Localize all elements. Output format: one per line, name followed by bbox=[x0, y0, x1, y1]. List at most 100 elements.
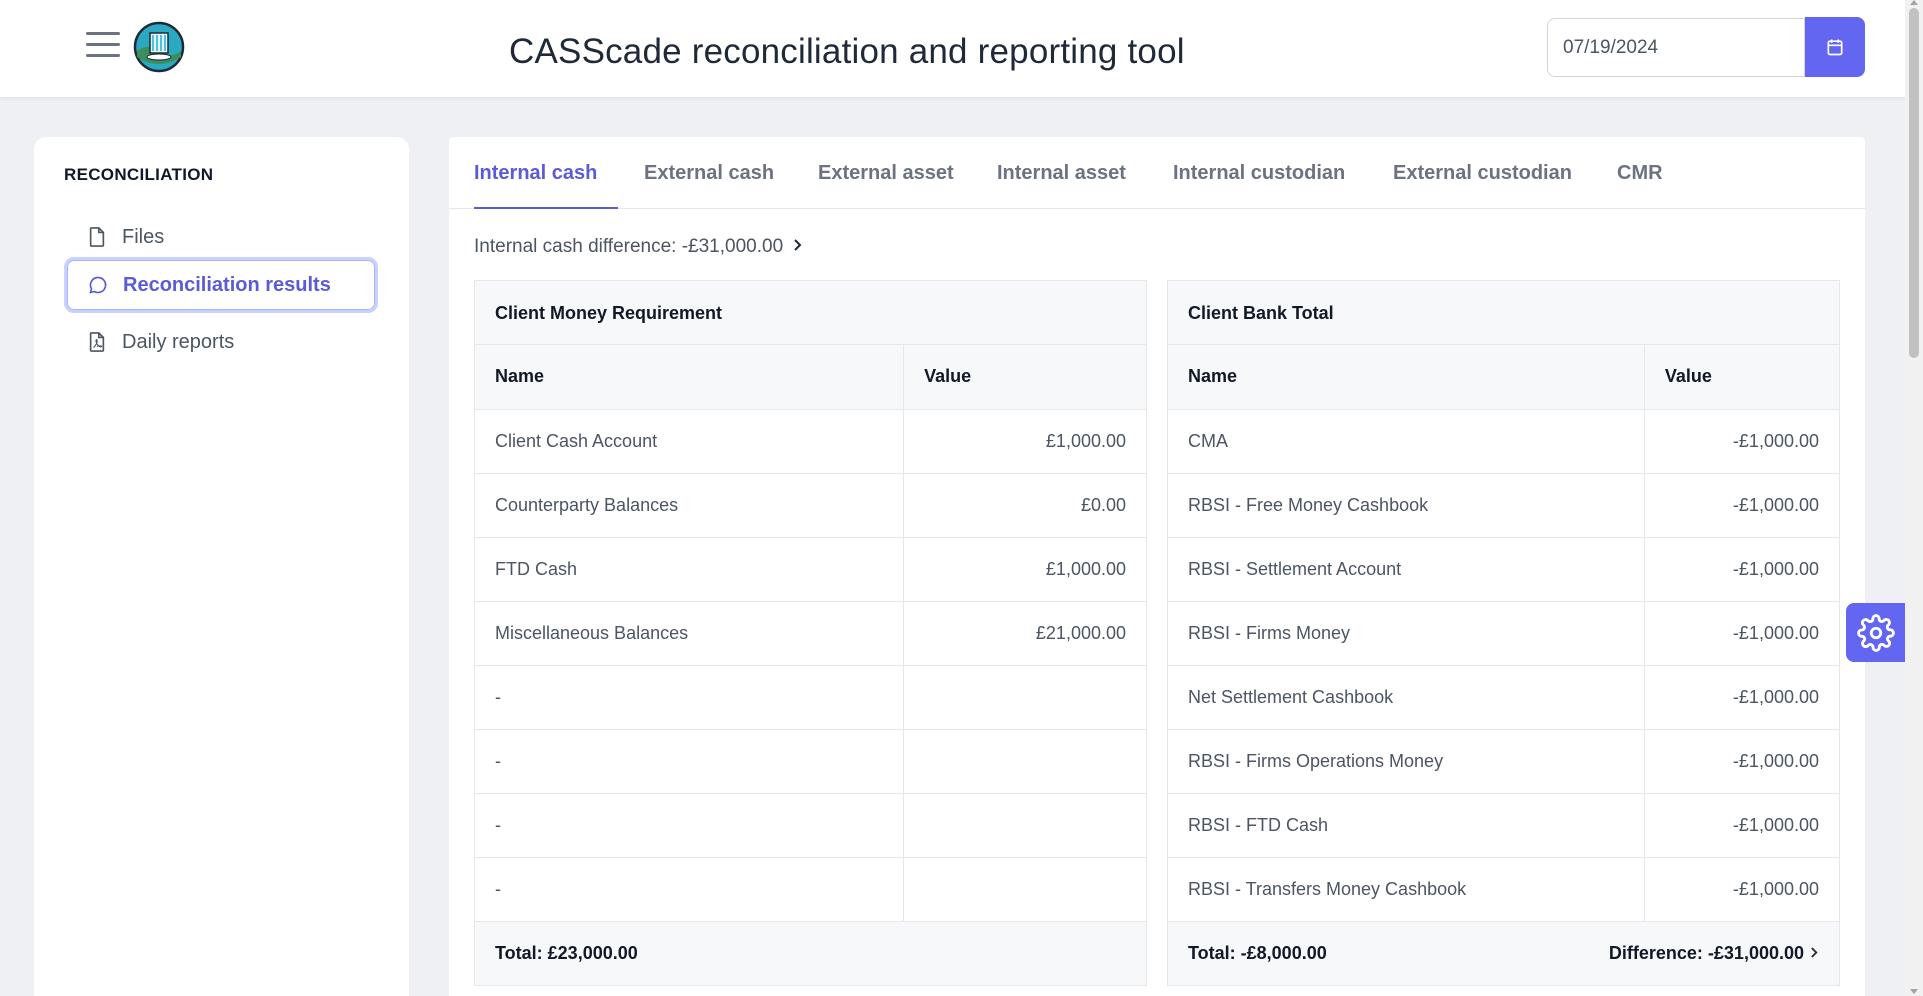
sidebar: RECONCILIATION Files Reconciliation resu… bbox=[34, 137, 409, 996]
table-row: Counterparty Balances £0.00 bbox=[475, 473, 1146, 538]
date-input[interactable] bbox=[1547, 18, 1805, 77]
difference-value: Difference: -£31,000.00 bbox=[1608, 942, 1804, 963]
row-value-cell bbox=[903, 857, 1146, 922]
table-row: CMA -£1,000.00 bbox=[1168, 409, 1839, 474]
gear-icon bbox=[1856, 613, 1895, 652]
row-value-cell: -£1,000.00 bbox=[1643, 473, 1839, 538]
row-name-cell: RBSI - Transfers Money Cashbook bbox=[1168, 857, 1645, 922]
sidebar-item-daily-reports[interactable]: Daily reports bbox=[66, 315, 378, 369]
column-header-name: Name bbox=[475, 345, 904, 410]
chat-icon bbox=[87, 274, 109, 296]
total-value: Total: -£8,000.00 bbox=[1188, 942, 1327, 963]
table-row: FTD Cash £1,000.00 bbox=[475, 537, 1146, 602]
sidebar-item-label: Reconciliation results bbox=[123, 273, 331, 296]
settings-button[interactable] bbox=[1846, 603, 1905, 662]
main-panel: Internal cash External cash External ass… bbox=[449, 137, 1865, 996]
row-value-cell: £21,000.00 bbox=[903, 601, 1146, 666]
total-value: Total: £23,000.00 bbox=[495, 942, 638, 963]
top-header: CASScade reconciliation and reporting to… bbox=[0, 0, 1905, 97]
sidebar-item-label: Daily reports bbox=[122, 330, 235, 353]
table-row: - bbox=[475, 665, 1146, 730]
app-logo[interactable] bbox=[133, 21, 185, 73]
row-value-cell: -£1,000.00 bbox=[1643, 537, 1839, 602]
sidebar-item-label: Files bbox=[122, 225, 165, 248]
row-value-cell bbox=[903, 665, 1146, 730]
chevron-right-icon bbox=[793, 236, 803, 258]
column-header-value: Value bbox=[1643, 345, 1839, 410]
tab-bar: Internal cash External cash External ass… bbox=[449, 137, 1865, 209]
table-title: Client Bank Total bbox=[1168, 281, 1839, 345]
column-header-value: Value bbox=[903, 345, 1146, 410]
table-header-row: Name Value bbox=[1168, 345, 1839, 410]
row-name-cell: Miscellaneous Balances bbox=[475, 601, 904, 666]
chevron-right-icon bbox=[1810, 943, 1819, 964]
table-row: RBSI - Firms Money -£1,000.00 bbox=[1168, 601, 1839, 666]
page-scrollbar[interactable] bbox=[1905, 0, 1923, 996]
tab-external-asset[interactable]: External asset bbox=[818, 162, 954, 184]
sidebar-item-files[interactable]: Files bbox=[66, 210, 378, 264]
row-value-cell: -£1,000.00 bbox=[1643, 857, 1839, 922]
table-row: - bbox=[475, 793, 1146, 858]
table-row: RBSI - Settlement Account -£1,000.00 bbox=[1168, 537, 1839, 602]
client-money-requirement-table: Client Money Requirement Name Value Clie… bbox=[474, 280, 1147, 986]
table-row: Client Cash Account £1,000.00 bbox=[475, 409, 1146, 474]
sidebar-section-title: RECONCILIATION bbox=[64, 165, 214, 184]
pdf-icon bbox=[86, 331, 108, 353]
table-total-row: Total: -£8,000.00 Difference: -£31,000.00 bbox=[1168, 921, 1839, 985]
scrollbar-thumb[interactable] bbox=[1909, 8, 1919, 358]
row-name-cell: Net Settlement Cashbook bbox=[1168, 665, 1645, 730]
column-header-name: Name bbox=[1168, 345, 1645, 410]
difference-summary-link[interactable]: Internal cash difference: -£31,000.00 bbox=[474, 236, 803, 258]
tab-cmr[interactable]: CMR bbox=[1617, 162, 1663, 184]
row-name-cell: Counterparty Balances bbox=[475, 473, 904, 538]
tab-internal-asset[interactable]: Internal asset bbox=[997, 162, 1126, 184]
tab-external-custodian[interactable]: External custodian bbox=[1393, 162, 1572, 184]
row-value-cell: £1,000.00 bbox=[903, 537, 1146, 602]
row-name-cell: CMA bbox=[1168, 409, 1645, 474]
table-header-row: Name Value bbox=[475, 345, 1146, 410]
total-cell: Total: -£8,000.00 Difference: -£31,000.00 bbox=[1168, 921, 1839, 985]
tab-external-cash[interactable]: External cash bbox=[644, 162, 775, 184]
row-value-cell: £1,000.00 bbox=[903, 409, 1146, 474]
tab-internal-custodian[interactable]: Internal custodian bbox=[1173, 162, 1346, 184]
app-title: CASScade reconciliation and reporting to… bbox=[509, 32, 1185, 71]
row-name-cell: - bbox=[475, 729, 904, 794]
table-row: Miscellaneous Balances £21,000.00 bbox=[475, 601, 1146, 666]
calendar-icon bbox=[1827, 39, 1843, 56]
row-name-cell: - bbox=[475, 793, 904, 858]
row-value-cell: -£1,000.00 bbox=[1643, 665, 1839, 730]
table-row: RBSI - FTD Cash -£1,000.00 bbox=[1168, 793, 1839, 858]
file-icon bbox=[86, 226, 108, 248]
table-row: RBSI - Transfers Money Cashbook -£1,000.0… bbox=[1168, 857, 1839, 922]
tab-internal-cash[interactable]: Internal cash bbox=[474, 137, 618, 209]
table-total-row: Total: £23,000.00 bbox=[475, 921, 1146, 985]
total-cell: Total: £23,000.00 bbox=[475, 921, 1146, 985]
row-value-cell bbox=[903, 729, 1146, 794]
table-row: - bbox=[475, 729, 1146, 794]
row-name-cell: - bbox=[475, 857, 904, 922]
row-name-cell: RBSI - FTD Cash bbox=[1168, 793, 1645, 858]
row-value-cell bbox=[903, 793, 1146, 858]
scroll-down-arrow-icon[interactable] bbox=[1910, 989, 1918, 994]
table-row: Net Settlement Cashbook -£1,000.00 bbox=[1168, 665, 1839, 730]
row-name-cell: RBSI - Firms Operations Money bbox=[1168, 729, 1645, 794]
row-value-cell: -£1,000.00 bbox=[1643, 729, 1839, 794]
table-row: RBSI - Firms Operations Money -£1,000.00 bbox=[1168, 729, 1839, 794]
row-name-cell: - bbox=[475, 665, 904, 730]
sidebar-item-reconciliation-results[interactable]: Reconciliation results bbox=[64, 257, 378, 313]
row-value-cell: -£1,000.00 bbox=[1643, 409, 1839, 474]
table-row: - bbox=[475, 857, 1146, 922]
row-value-cell: -£1,000.00 bbox=[1643, 793, 1839, 858]
row-value-cell: £0.00 bbox=[903, 473, 1146, 538]
difference-summary-text: Internal cash difference: -£31,000.00 bbox=[474, 236, 784, 257]
row-name-cell: RBSI - Settlement Account bbox=[1168, 537, 1645, 602]
row-name-cell: FTD Cash bbox=[475, 537, 904, 602]
row-name-cell: RBSI - Firms Money bbox=[1168, 601, 1645, 666]
client-bank-total-table: Client Bank Total Name Value CMA -£1,000.… bbox=[1167, 280, 1840, 986]
scroll-up-arrow-icon[interactable] bbox=[1910, 0, 1918, 5]
row-name-cell: Client Cash Account bbox=[475, 409, 904, 474]
hamburger-menu-icon[interactable] bbox=[86, 32, 120, 60]
difference-link[interactable]: Difference: -£31,000.00 bbox=[1609, 943, 1819, 964]
calendar-button[interactable] bbox=[1805, 17, 1865, 77]
row-value-cell: -£1,000.00 bbox=[1643, 601, 1839, 666]
